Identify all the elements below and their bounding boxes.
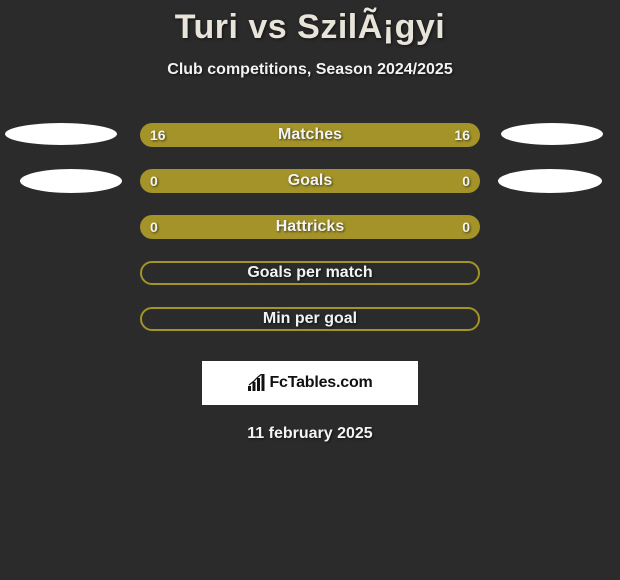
brand-text: FcTables.com: [269, 374, 372, 392]
stat-label: Min per goal: [140, 307, 480, 331]
comparison-widget: Turi vs SzilÃ¡gyi Club competitions, Sea…: [0, 0, 620, 443]
stat-label: Goals per match: [140, 261, 480, 285]
stat-right-value: 0: [462, 215, 470, 239]
stat-right-value: 0: [462, 169, 470, 193]
stat-row-matches: 16 Matches 16: [0, 123, 620, 169]
stat-label: Goals: [140, 169, 480, 193]
player-left-marker-icon: [5, 123, 117, 145]
player-left-marker-icon: [20, 169, 122, 193]
player-right-marker-icon: [501, 123, 603, 145]
date-text: 11 february 2025: [0, 425, 620, 443]
stat-label: Hattricks: [140, 215, 480, 239]
bar-chart-icon: [247, 374, 267, 392]
stat-right-value: 16: [454, 123, 470, 147]
page-title: Turi vs SzilÃ¡gyi: [0, 8, 620, 47]
brand-badge[interactable]: FcTables.com: [202, 361, 418, 405]
player-right-marker-icon: [498, 169, 602, 193]
subtitle: Club competitions, Season 2024/2025: [0, 61, 620, 79]
stat-row-hattricks: 0 Hattricks 0: [0, 215, 620, 261]
stat-row-min-per-goal: Min per goal: [0, 307, 620, 353]
stat-label: Matches: [140, 123, 480, 147]
stat-row-goals-per-match: Goals per match: [0, 261, 620, 307]
stat-row-goals: 0 Goals 0: [0, 169, 620, 215]
stats-block: 16 Matches 16 0 Goals 0 0 Hattricks 0 Go…: [0, 123, 620, 353]
